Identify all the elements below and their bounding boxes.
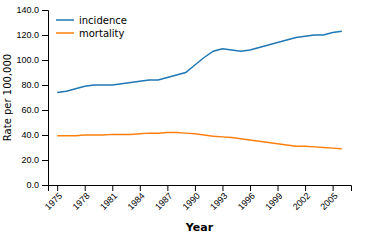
tick-label: 1990 xyxy=(181,191,202,212)
tick-label: 20.0 xyxy=(21,155,39,165)
tick-label: 1981 xyxy=(98,191,119,212)
tick-mark xyxy=(305,185,306,191)
legend-swatch xyxy=(56,19,74,21)
tick-mark xyxy=(42,10,48,11)
x-tick: 1990 xyxy=(181,185,202,212)
axis-line xyxy=(42,11,49,186)
tick-label: 1984 xyxy=(126,191,147,212)
x-tick: 1987 xyxy=(153,185,174,212)
y-axis: 0.0 20.0 40.0 60.0 80.0 100.0 120.0 140.0 xyxy=(16,5,48,190)
tick-mark xyxy=(167,185,168,191)
x-tick: 1978 xyxy=(70,185,91,212)
tick-mark xyxy=(140,185,141,191)
y-tick: 140.0 xyxy=(16,5,48,15)
x-tick: 1996 xyxy=(236,185,257,212)
legend-item: mortality xyxy=(56,28,124,39)
x-axis: 1975 1978 1981 1984 1987 1990 1993 1996 1999 2002… xyxy=(43,185,352,212)
x-tick: 1981 xyxy=(98,185,119,212)
legend-item: incidence xyxy=(56,15,127,26)
tick-mark xyxy=(42,110,48,111)
y-tick: 20.0 xyxy=(21,155,48,165)
chart: 1975 1978 1981 1984 1987 1990 1993 1996 1999 2002… xyxy=(0,0,365,235)
legend-label: incidence xyxy=(79,15,127,26)
tick-mark xyxy=(42,160,48,161)
plot-area: 1975 1978 1981 1984 1987 1990 1993 1996 1999 2002… xyxy=(16,5,351,212)
tick-label: 1975 xyxy=(43,191,64,212)
tick-mark xyxy=(57,185,58,191)
tick-mark xyxy=(42,60,48,61)
tick-label: 140.0 xyxy=(16,5,39,15)
tick-mark xyxy=(250,185,251,191)
tick-label: 0.0 xyxy=(26,180,39,190)
axis-line xyxy=(49,186,352,192)
tick-label: 100.0 xyxy=(16,55,39,65)
tick-label: 40.0 xyxy=(21,130,39,140)
tick-label: 1993 xyxy=(208,191,229,212)
tick-mark xyxy=(85,185,86,191)
y-tick: 40.0 xyxy=(21,130,48,140)
tick-label: 120.0 xyxy=(16,30,39,40)
x-tick: 2002 xyxy=(291,185,312,212)
y-tick: 100.0 xyxy=(16,55,48,65)
y-axis-title: Rate per 100,000 xyxy=(2,54,13,141)
tick-mark xyxy=(333,185,334,191)
tick-mark xyxy=(42,35,48,36)
series-line xyxy=(57,133,342,149)
y-tick: 0.0 xyxy=(26,180,48,190)
tick-label: 1987 xyxy=(153,191,174,212)
x-tick: 1975 xyxy=(43,185,64,212)
tick-mark xyxy=(42,85,48,86)
tick-mark xyxy=(195,185,196,191)
y-tick: 120.0 xyxy=(16,30,48,40)
tick-label: 1996 xyxy=(236,191,257,212)
x-tick: 2005 xyxy=(318,185,339,212)
legend: incidence mortality xyxy=(56,15,127,39)
tick-mark xyxy=(42,135,48,136)
tick-mark xyxy=(222,185,223,191)
lines xyxy=(57,31,342,149)
x-tick: 1993 xyxy=(208,185,229,212)
tick-label: 80.0 xyxy=(21,80,39,90)
tick-label: 60.0 xyxy=(21,105,39,115)
x-axis-title: Year xyxy=(185,221,214,234)
y-tick: 80.0 xyxy=(21,80,48,90)
tick-mark xyxy=(278,185,279,191)
tick-label: 1978 xyxy=(70,191,91,212)
x-tick: 1984 xyxy=(126,185,147,212)
tick-label: 2002 xyxy=(291,191,312,212)
series-line xyxy=(57,31,342,92)
legend-swatch xyxy=(56,32,74,34)
tick-label: 2005 xyxy=(318,191,339,212)
tick-mark xyxy=(112,185,113,191)
tick-label: 1999 xyxy=(263,191,284,212)
y-tick: 60.0 xyxy=(21,105,48,115)
x-tick: 1999 xyxy=(263,185,284,212)
tick-mark xyxy=(42,185,48,186)
legend-label: mortality xyxy=(79,28,124,39)
